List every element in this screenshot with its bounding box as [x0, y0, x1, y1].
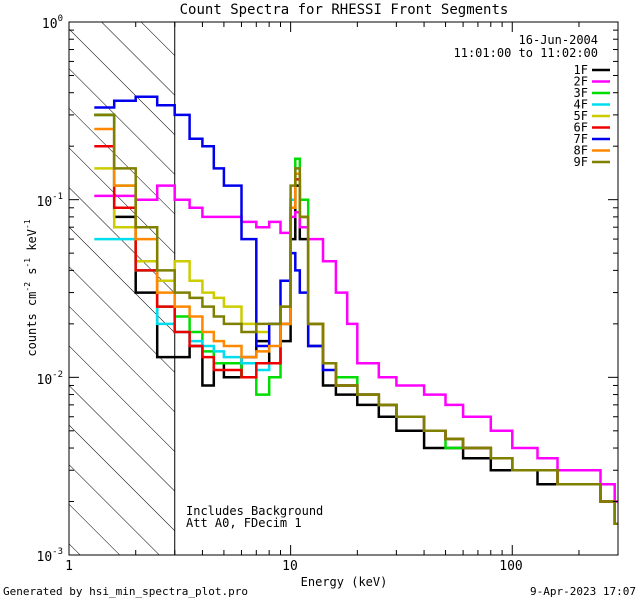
- legend-label-6F: 6F: [574, 121, 588, 135]
- footer-generated-by: Generated by hsi_min_spectra_plot.pro: [3, 585, 248, 598]
- date-label: 16-Jun-2004: [519, 33, 598, 47]
- x-axis-label: Energy (keV): [301, 575, 388, 589]
- time-range-label: 11:01:00 to 11:02:00: [454, 46, 599, 60]
- chart-title: Count Spectra for RHESSI Front Segments: [180, 2, 509, 18]
- legend-label-9F: 9F: [574, 155, 588, 169]
- x-tick-label-1: 1: [65, 559, 73, 574]
- legend-label-5F: 5F: [574, 109, 588, 123]
- series-9F-line: [94, 113, 618, 525]
- footer-timestamp: 9-Apr-2023 17:07: [530, 585, 636, 598]
- series-2F-line: [94, 184, 618, 503]
- y-tick-label-0: 100: [42, 14, 63, 32]
- axis-ticks: [68, 21, 619, 556]
- legend-label-4F: 4F: [574, 98, 588, 112]
- legend-label-1F: 1F: [574, 63, 588, 77]
- plot-frame: [68, 21, 619, 556]
- annotation-attenuator: Att A0, FDecim 1: [186, 516, 302, 530]
- legend-label-2F: 2F: [574, 75, 588, 89]
- y-axis-label: counts cm-2 s-1 keV-1: [23, 219, 39, 356]
- legend-label-7F: 7F: [574, 132, 588, 146]
- legend-label-3F: 3F: [574, 86, 588, 100]
- y-tick-label-3: 10-3: [37, 547, 64, 565]
- legend-label-8F: 8F: [574, 144, 588, 158]
- annotation-background: Includes Background: [186, 504, 323, 518]
- series-group: [94, 95, 618, 525]
- y-tick-label-1: 10-1: [37, 192, 64, 210]
- x-tick-label-100: 100: [499, 559, 522, 574]
- y-tick-label-2: 10-2: [37, 370, 64, 388]
- x-tick-label-10: 10: [282, 559, 298, 574]
